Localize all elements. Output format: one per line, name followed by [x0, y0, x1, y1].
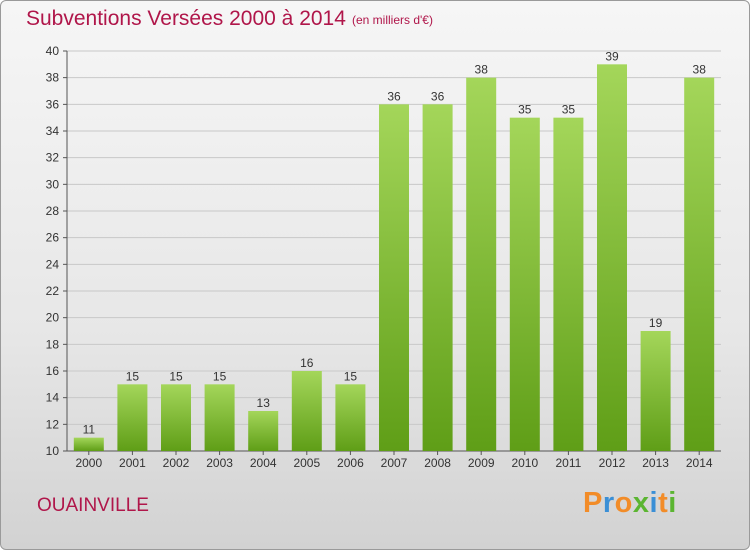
data-label: 35: [562, 103, 576, 117]
data-label: 38: [693, 63, 707, 77]
y-tick-label: 26: [46, 231, 60, 245]
bar: [291, 371, 322, 451]
bar: [161, 384, 191, 451]
x-tick-label: 2013: [642, 456, 669, 470]
logo-letter: P: [583, 487, 603, 519]
chart-title: Subventions Versées 2000 à 2014: [26, 7, 346, 30]
data-label: 39: [605, 49, 619, 63]
bar: [597, 64, 627, 452]
data-label: 15: [344, 369, 358, 383]
data-label: 15: [169, 369, 183, 383]
y-tick-label: 18: [46, 337, 60, 351]
y-tick-label: 14: [46, 391, 60, 405]
logo-letter: i: [668, 487, 677, 519]
logo-letter: r: [602, 487, 615, 519]
bar: [509, 117, 540, 452]
data-label: 11: [83, 423, 96, 437]
y-tick-label: 20: [46, 311, 60, 325]
y-tick-label: 40: [46, 44, 60, 58]
chart-unit-note: (en milliers d'€): [352, 13, 433, 27]
y-tick-label: 32: [46, 151, 60, 165]
x-tick-label: 2010: [511, 456, 538, 470]
data-label: 35: [518, 103, 532, 117]
x-tick-label: 2001: [119, 456, 146, 470]
y-tick-label: 38: [46, 71, 60, 85]
x-tick-label: 2004: [250, 456, 277, 470]
x-tick-label: 2009: [468, 456, 495, 470]
x-tick-label: 2014: [686, 456, 713, 470]
data-label: 16: [300, 356, 314, 370]
commune-name: OUAINVILLE: [37, 495, 149, 516]
y-tick-label: 10: [46, 444, 60, 458]
y-tick-label: 16: [46, 364, 60, 378]
x-tick-label: 2012: [599, 456, 626, 470]
bar: [466, 77, 497, 452]
bar: [335, 384, 366, 451]
logo-letter: x: [632, 487, 650, 519]
data-label: 19: [649, 316, 663, 330]
y-tick-label: 28: [46, 204, 60, 218]
bar: [117, 384, 148, 451]
x-tick-label: 2005: [293, 456, 320, 470]
y-tick-label: 12: [46, 417, 60, 431]
y-tick-label: 22: [46, 284, 60, 298]
x-tick-label: 2008: [424, 456, 451, 470]
bar: [640, 331, 671, 451]
data-label: 36: [387, 89, 401, 103]
data-label: 38: [475, 63, 489, 77]
bar: [248, 411, 279, 451]
logo-letter: o: [614, 487, 633, 519]
bar: [553, 117, 584, 452]
bar: [422, 104, 453, 451]
data-label: 13: [257, 396, 271, 410]
proxiti-logo: Proxiti: [583, 487, 677, 520]
x-tick-label: 2007: [381, 456, 408, 470]
y-tick-label: 24: [46, 257, 60, 271]
y-tick-label: 30: [46, 177, 60, 191]
bar: [73, 437, 104, 451]
bar: [379, 104, 409, 451]
data-label: 36: [431, 89, 445, 103]
x-tick-label: 2006: [337, 456, 364, 470]
logo-letter: t: [658, 487, 669, 519]
data-label: 15: [213, 369, 227, 383]
x-tick-label: 2000: [75, 456, 102, 470]
y-tick-label: 34: [46, 124, 60, 138]
y-tick-label: 36: [46, 97, 60, 111]
bar: [684, 77, 715, 452]
x-tick-label: 2003: [206, 456, 233, 470]
logo-letter: i: [649, 487, 659, 519]
x-tick-label: 2011: [555, 456, 581, 470]
bar: [204, 384, 235, 451]
data-label: 15: [126, 369, 140, 383]
x-tick-label: 2002: [163, 456, 190, 470]
